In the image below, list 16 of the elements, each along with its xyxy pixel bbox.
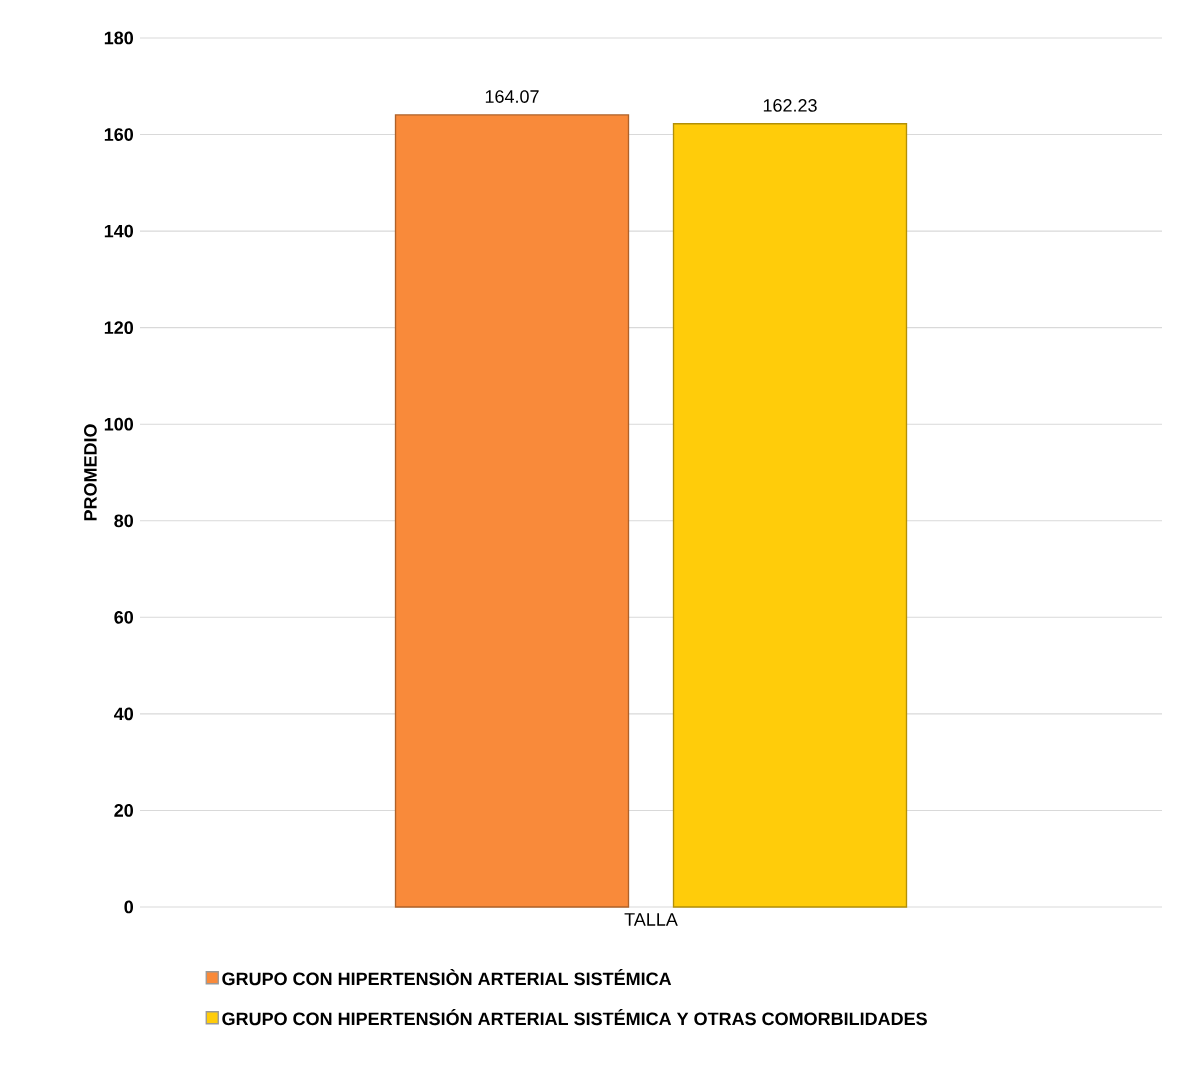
y-tick-label: 60 — [114, 610, 134, 624]
legend-label: GRUPO CON HIPERTENSIÒN ARTERIAL SISTÉMICA — [222, 969, 672, 986]
data-label: 162.23 — [763, 99, 817, 112]
data-label: 164.07 — [485, 90, 539, 103]
y-tick-label: 120 — [104, 321, 134, 335]
x-tick-label: TALLA — [624, 913, 678, 926]
y-tick-label: 80 — [114, 514, 134, 528]
y-tick-label: 20 — [114, 804, 134, 817]
y-tick-label: 140 — [104, 224, 134, 238]
y-tick-label: 100 — [104, 417, 134, 431]
y-tick-label: 0 — [124, 900, 134, 914]
y-axis-title: PROMEDIO — [84, 424, 97, 521]
y-tick-label: 40 — [113, 707, 134, 721]
y-tick-label: 160 — [104, 128, 134, 141]
y-tick-label: 180 — [104, 31, 134, 45]
legend-label: GRUPO CON HIPERTENSIÓN ARTERIAL SISTÉMICA Y OTRAS COMORBILIDADES — [222, 1009, 927, 1026]
